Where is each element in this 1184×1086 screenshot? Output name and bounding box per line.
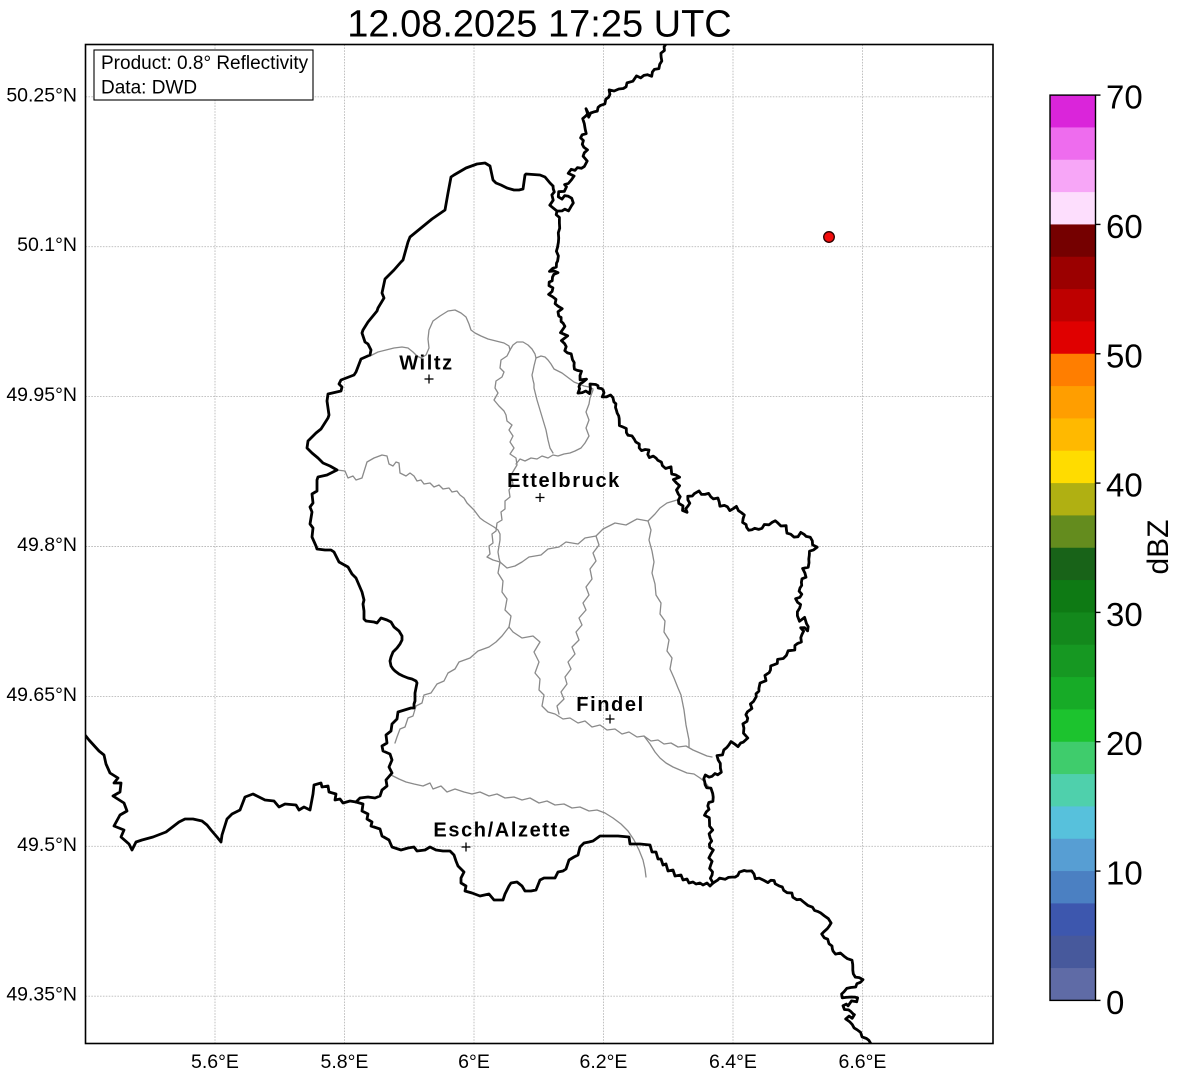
svg-text:5.8°E: 5.8°E — [321, 1051, 369, 1073]
svg-text:60: 60 — [1106, 208, 1143, 245]
svg-text:10: 10 — [1106, 855, 1143, 892]
svg-text:Esch/Alzette: Esch/Alzette — [433, 820, 571, 842]
svg-text:5.6°E: 5.6°E — [191, 1051, 239, 1073]
svg-text:50.1°N: 50.1°N — [17, 234, 77, 256]
svg-text:49.95°N: 49.95°N — [6, 384, 77, 406]
svg-text:70: 70 — [1106, 79, 1143, 116]
svg-text:40: 40 — [1106, 467, 1143, 504]
svg-text:6°E: 6°E — [458, 1051, 490, 1073]
svg-text:49.5°N: 49.5°N — [17, 834, 77, 856]
svg-text:50.25°N: 50.25°N — [6, 84, 77, 106]
svg-text:Data: DWD: Data: DWD — [101, 78, 197, 99]
svg-text:Product: 0.8° Reflectivity: Product: 0.8° Reflectivity — [101, 53, 309, 74]
svg-text:49.8°N: 49.8°N — [17, 534, 77, 556]
svg-text:12.08.2025 17:25 UTC: 12.08.2025 17:25 UTC — [347, 4, 732, 46]
svg-text:6.6°E: 6.6°E — [839, 1051, 887, 1073]
svg-text:Wiltz: Wiltz — [399, 353, 453, 375]
svg-text:49.65°N: 49.65°N — [6, 684, 77, 706]
svg-text:0: 0 — [1106, 984, 1124, 1021]
svg-text:50: 50 — [1106, 337, 1143, 374]
svg-text:6.2°E: 6.2°E — [580, 1051, 628, 1073]
svg-text:49.35°N: 49.35°N — [6, 984, 77, 1006]
svg-text:6.4°E: 6.4°E — [709, 1051, 757, 1073]
svg-text:Ettelbruck: Ettelbruck — [507, 470, 621, 492]
svg-text:Findel: Findel — [576, 694, 645, 716]
svg-text:20: 20 — [1106, 725, 1143, 762]
svg-text:dBZ: dBZ — [1142, 519, 1175, 574]
svg-text:30: 30 — [1106, 596, 1143, 633]
